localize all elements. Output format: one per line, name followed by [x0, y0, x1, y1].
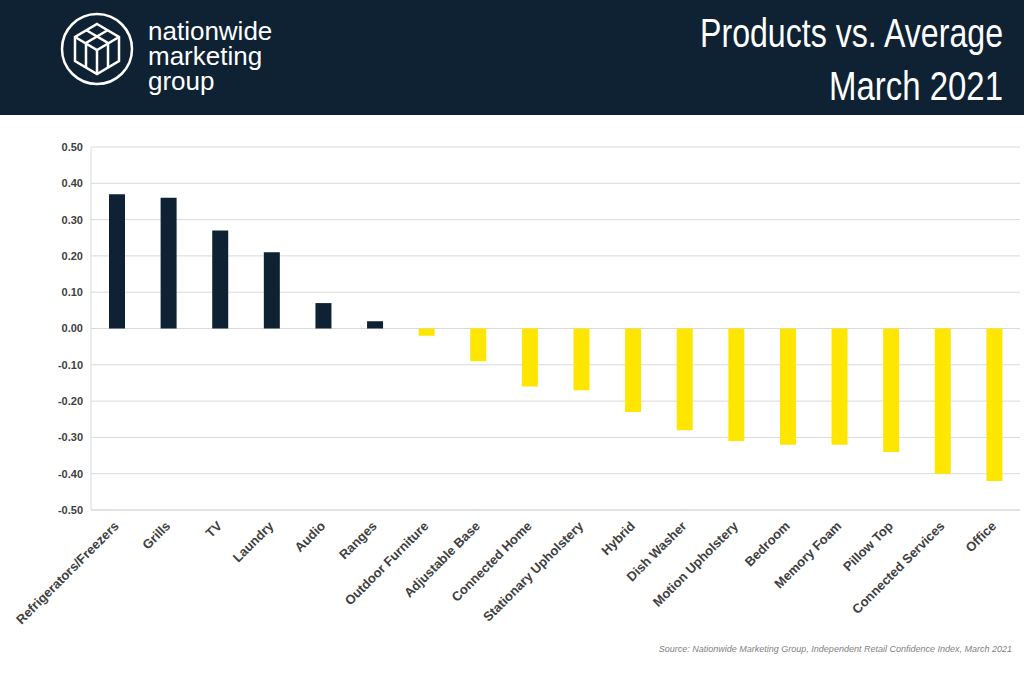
svg-text:Grills: Grills — [139, 518, 173, 552]
svg-text:Ranges: Ranges — [336, 518, 380, 562]
svg-text:0.10: 0.10 — [62, 286, 83, 298]
svg-text:Connected Home: Connected Home — [448, 518, 535, 605]
svg-text:marketing: marketing — [148, 41, 263, 71]
svg-text:-0.20: -0.20 — [58, 395, 83, 407]
svg-text:Hybrid: Hybrid — [598, 518, 638, 558]
svg-text:Audio: Audio — [292, 518, 329, 555]
svg-text:Pillow Top: Pillow Top — [840, 518, 896, 574]
svg-text:-0.30: -0.30 — [58, 431, 83, 443]
svg-text:0.50: 0.50 — [62, 141, 83, 153]
svg-text:-0.50: -0.50 — [58, 504, 83, 516]
svg-text:Motion Upholstery: Motion Upholstery — [650, 518, 742, 610]
svg-text:0.20: 0.20 — [62, 250, 83, 262]
svg-text:Products vs. Average: Products vs. Average — [700, 11, 1003, 55]
svg-text:Connected Services: Connected Services — [849, 518, 947, 616]
svg-text:Dish Washer: Dish Washer — [623, 518, 690, 585]
svg-text:-0.10: -0.10 — [58, 359, 83, 371]
svg-text:-0.40: -0.40 — [58, 468, 83, 480]
svg-text:Office: Office — [962, 518, 999, 555]
svg-text:TV: TV — [203, 518, 226, 541]
svg-text:0.40: 0.40 — [62, 177, 83, 189]
svg-text:Adjustable Base: Adjustable Base — [400, 518, 483, 601]
svg-text:0.30: 0.30 — [62, 214, 83, 226]
svg-text:Laundry: Laundry — [230, 518, 277, 565]
svg-text:group: group — [148, 66, 215, 96]
svg-text:Outdoor Furniture: Outdoor Furniture — [342, 518, 432, 608]
html-text:Source: Nationwide Marketing G: Source: Nationwide Marketing Group, Inde… — [658, 644, 1012, 654]
svg-text:Bedroom: Bedroom — [742, 518, 793, 569]
svg-text:Stationary Upholstery: Stationary Upholstery — [480, 518, 587, 625]
svg-text:nationwide: nationwide — [148, 16, 273, 46]
svg-text:March 2021: March 2021 — [829, 64, 1003, 108]
svg-text:Refrigerators/Freezers: Refrigerators/Freezers — [13, 518, 122, 627]
svg-text:Memory Foam: Memory Foam — [771, 518, 844, 591]
svg-text:0.00: 0.00 — [62, 322, 83, 334]
